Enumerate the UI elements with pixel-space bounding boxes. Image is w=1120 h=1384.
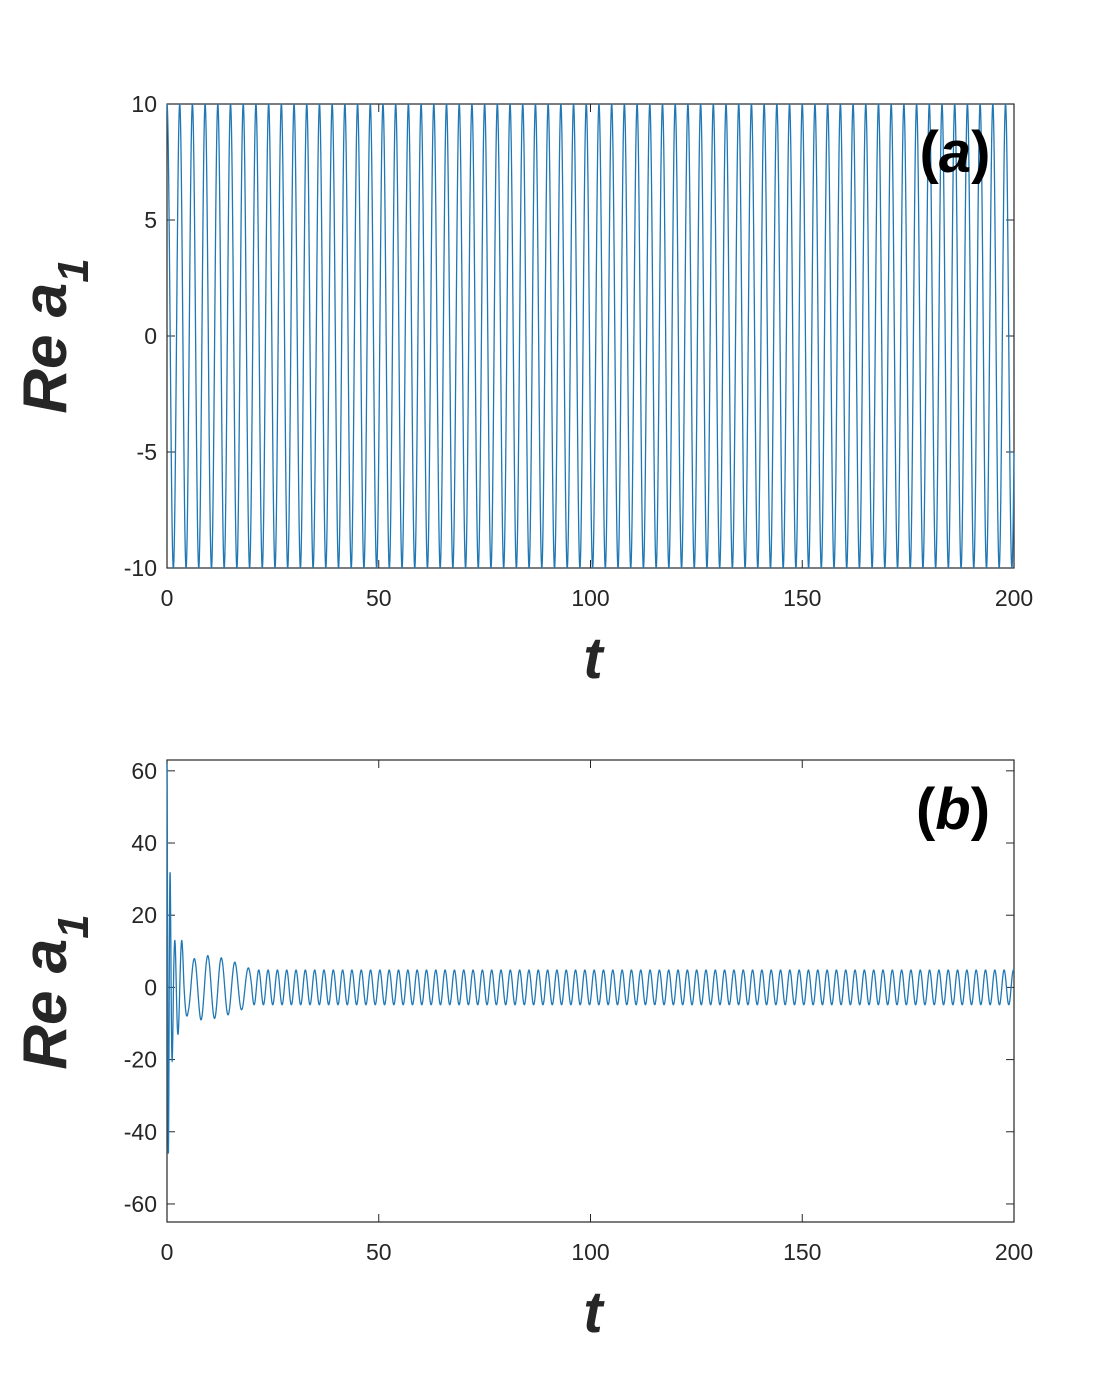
- x-tick-label: 0: [161, 1239, 174, 1265]
- x-tick-label: 100: [571, 1239, 609, 1265]
- paren-close: ): [971, 777, 990, 842]
- panel-a-series-line: [166, 102, 1015, 570]
- panel-a-y-ticks: -10 -5 0 5 10: [124, 91, 1014, 581]
- panel-b: -60 -40 -20 0 20 40 60 0 50 100 150 200 (b) t Re a…: [11, 758, 1033, 1345]
- x-tick-label: 50: [366, 585, 392, 611]
- y-tick-label: -5: [137, 439, 157, 465]
- panel-b-y-axis-main: Re a: [11, 939, 80, 1070]
- panel-b-axes-box: [166, 759, 1015, 1223]
- paren-close: ): [971, 120, 990, 185]
- y-tick-label: 10: [131, 91, 157, 117]
- x-tick-label: 100: [571, 585, 609, 611]
- panel-a-x-ticks: 0 50 100 150 200: [161, 104, 1033, 611]
- panel-a-y-axis-main: Re a: [11, 283, 80, 414]
- panel-b-x-axis-title: t: [583, 1280, 605, 1345]
- y-tick-label: 5: [144, 207, 157, 233]
- y-tick-label: 40: [131, 830, 157, 856]
- panel-b-label: (b): [916, 777, 990, 842]
- panel-b-series-line: [166, 763, 1015, 1154]
- panel-a: -10 -5 0 5 10 0 50 100 150 200 (a) t Re a1: [11, 91, 1033, 691]
- x-tick-label: 150: [783, 585, 821, 611]
- x-tick-label: 150: [783, 1239, 821, 1265]
- panel-letter: b: [935, 777, 970, 842]
- x-tick-label: 200: [995, 585, 1033, 611]
- panel-b-y-ticks: -60 -40 -20 0 20 40 60: [124, 758, 1014, 1217]
- y-tick-label: 0: [144, 323, 157, 349]
- y-tick-label: 60: [131, 758, 157, 784]
- panel-a-y-axis-subscript: 1: [49, 258, 98, 282]
- panel-a-label: (a): [920, 120, 991, 185]
- x-tick-label: 200: [995, 1239, 1033, 1265]
- x-tick-label: 0: [161, 585, 174, 611]
- y-tick-label: -10: [124, 555, 157, 581]
- y-tick-label: 0: [144, 974, 157, 1000]
- panel-b-y-axis-title: Re a1: [11, 914, 98, 1069]
- y-tick-label: -20: [124, 1047, 157, 1073]
- panel-letter: a: [939, 120, 971, 185]
- x-tick-label: 50: [366, 1239, 392, 1265]
- paren-open: (: [920, 120, 940, 185]
- panel-a-y-axis-title: Re a1: [11, 258, 98, 413]
- y-tick-label: -60: [124, 1191, 157, 1217]
- paren-open: (: [916, 777, 936, 842]
- y-tick-label: -40: [124, 1119, 157, 1145]
- panel-b-y-axis-subscript: 1: [49, 914, 98, 938]
- panel-b-x-ticks: 0 50 100 150 200: [161, 760, 1033, 1265]
- y-tick-label: 20: [131, 902, 157, 928]
- panel-a-x-axis-title: t: [583, 626, 605, 691]
